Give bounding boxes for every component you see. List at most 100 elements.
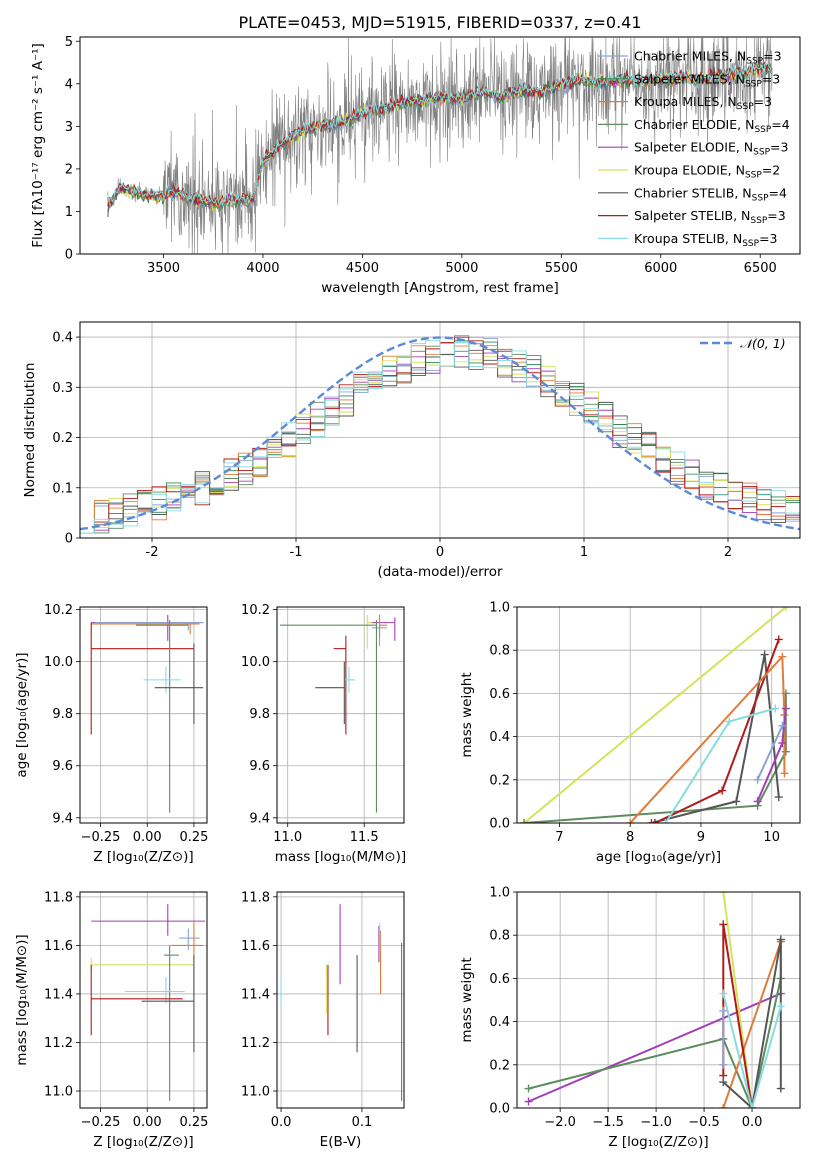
- y-tick-label: 9.4: [52, 811, 73, 826]
- weight-marker: [520, 819, 529, 823]
- age_vs_mass-panel: 11.0 11.5 9.4 9.6 9.8 10.0 10.2 mass [log₁₀(M/M…: [241, 603, 406, 865]
- x-tick-label: −1.0: [640, 1115, 672, 1130]
- x-tick-label: -2: [146, 545, 159, 560]
- weight-marker: [719, 920, 728, 929]
- weight-line: [722, 939, 782, 1108]
- x-tick-label: 0.0: [742, 1115, 763, 1130]
- x-tick-label: −0.25: [81, 1115, 121, 1130]
- y-tick-label: 0.1: [52, 481, 73, 496]
- legend-label-sub: SSP: [746, 57, 763, 67]
- x-tick-label: 11.5: [350, 830, 379, 845]
- legend-label: Salpeter ELODIE, NSSP=3: [634, 140, 788, 158]
- x-axis-label: Z [log₁₀(Z/Z⊙)]: [93, 849, 193, 865]
- residual-histogram: [80, 340, 800, 534]
- legend-label-sub: SSP: [745, 79, 762, 89]
- legend-label-main: Chabrier MILES, N: [634, 49, 746, 64]
- x-axis-label: age [log₁₀(age/yr)]: [596, 849, 721, 865]
- x-axis-label: (data-model)/error: [377, 564, 503, 580]
- weight-marker: [753, 797, 762, 806]
- x-tick-label: −2.0: [544, 1115, 576, 1130]
- legend-label: Salpeter STELIB, NSSP=3: [634, 208, 786, 226]
- weight-line: [651, 654, 780, 823]
- legend-label-sub: SSP: [754, 125, 771, 135]
- legend-label-sub: SSP: [752, 193, 769, 203]
- errorbar-group: [90, 614, 204, 813]
- legend-label-sub: SSP: [753, 148, 770, 158]
- weight-line: [629, 654, 786, 823]
- weight-marker: [661, 819, 670, 823]
- age_vs_Z-panel: −0.25 0.00 0.25 9.4 9.6 9.8 10.0 10.2 Z [log₁₀(Z…: [14, 603, 208, 865]
- weight_vs_age-panel: 7 8 9 10 0.0 0.2 0.4 0.6 0.8 1.0 age [log₁₀(age/yr…: [459, 601, 801, 865]
- errorbar-group: [280, 904, 403, 1101]
- x-axis-label: Z [log₁₀(Z/Z⊙)]: [608, 1134, 708, 1150]
- legend-label: Kroupa ELODIE, NSSP=2: [634, 163, 780, 181]
- legend-label-sub: SSP: [750, 216, 767, 226]
- x-tick-label: 0.25: [179, 1115, 208, 1130]
- weight-marker: [718, 786, 727, 795]
- y-axis-label: Normed distribution: [22, 363, 38, 498]
- x-tick-label: 3500: [147, 261, 180, 276]
- weight-marker: [719, 989, 728, 998]
- errorbar-group: [90, 904, 206, 1101]
- weight-lines-group: [524, 892, 785, 1108]
- y-tick-label: 0.6: [489, 687, 510, 702]
- y-tick-label: 0.0: [489, 1102, 510, 1117]
- x-axis-label: wavelength [Angstrom, rest frame]: [321, 280, 559, 296]
- legend-label-main: Kroupa MILES, N: [634, 94, 737, 109]
- weight-marker: [732, 797, 741, 806]
- x-tick-label: 5500: [545, 261, 578, 276]
- weight-marker: [647, 819, 656, 823]
- weight-marker: [650, 819, 659, 823]
- weight-marker: [719, 1060, 728, 1069]
- y-axis-label: mass weight: [459, 672, 475, 757]
- legend-label-tail: =3: [763, 49, 781, 64]
- y-tick-label: 0: [65, 532, 73, 547]
- y-tick-label: 0.8: [489, 644, 510, 659]
- x-axis-label: E(B-V): [320, 1134, 362, 1150]
- model-spectrum-line: [107, 61, 772, 217]
- y-tick-label: 0.8: [489, 929, 510, 944]
- axes-frame: [79, 891, 208, 1109]
- axes-frame: [79, 36, 801, 255]
- weight-marker: [774, 635, 783, 644]
- y-axis-label: age [log₁₀(age/yr)]: [14, 652, 30, 777]
- legend-label-main: Chabrier STELIB, N: [634, 185, 752, 200]
- x-tick-label: 8: [626, 830, 634, 845]
- residuals-panel: -2 -1 0 1 2 0 0.1 0.2 0.3 0.4 (data-model)/error No…: [22, 321, 801, 580]
- y-tick-label: 1.0: [489, 601, 510, 616]
- legend-label: Chabrier MILES, NSSP=3: [634, 49, 782, 67]
- x-tick-label: −1.5: [592, 1115, 624, 1130]
- legend-label: Kroupa STELIB, NSSP=3: [634, 231, 778, 249]
- weight-marker: [524, 1097, 533, 1106]
- x-axis-label: Z [log₁₀(Z/Z⊙)]: [93, 1134, 193, 1150]
- y-tick-label: 11.6: [44, 939, 73, 954]
- y-tick-label: 9.4: [249, 811, 270, 826]
- x-tick-label: 4000: [246, 261, 279, 276]
- y-tick-label: 9.8: [52, 707, 73, 722]
- weight-marker: [719, 892, 728, 896]
- y-tick-label: 0.4: [52, 331, 73, 346]
- y-tick-label: 0: [65, 248, 73, 263]
- axes-frame: [79, 606, 208, 824]
- weight-marker: [753, 775, 762, 784]
- y-tick-label: 1.0: [489, 886, 510, 901]
- model-spectrum-line: [107, 61, 772, 207]
- legend-label-tail: =3: [754, 94, 772, 109]
- weight-marker: [778, 739, 787, 748]
- weight-line: [524, 693, 787, 823]
- weight-marker: [626, 819, 635, 823]
- weight-marker: [776, 1084, 785, 1093]
- panels: 3500 4000 4500 5000 5500 6000 6500 0 1 2 3 4 5 wavele…: [14, 35, 801, 1150]
- weight-marker: [774, 793, 783, 802]
- x-tick-label: 0.1: [352, 1115, 373, 1130]
- y-tick-label: 0.2: [52, 431, 73, 446]
- y-tick-label: 5: [65, 35, 73, 50]
- y-tick-label: 10.0: [241, 655, 270, 670]
- y-tick-label: 11.8: [44, 890, 73, 905]
- spectrum-panel: 3500 4000 4500 5000 5500 6000 6500 0 1 2 3 4 5 wavele…: [30, 35, 801, 296]
- x-tick-label: 7: [555, 830, 563, 845]
- y-tick-label: 11.4: [44, 987, 73, 1002]
- weight-line: [523, 607, 787, 823]
- gaussian-curve: [79, 336, 801, 531]
